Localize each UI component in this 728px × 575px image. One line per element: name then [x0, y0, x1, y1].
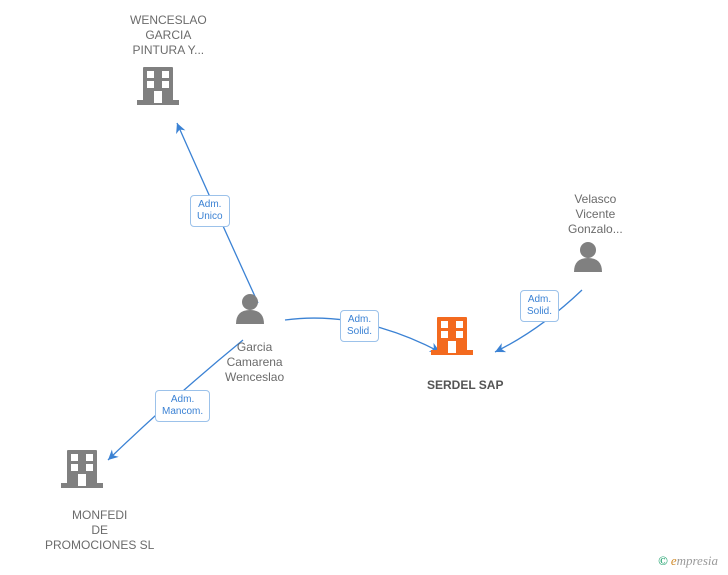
- edge-label: Adm. Unico: [190, 195, 230, 227]
- edge-label: Adm. Solid.: [340, 310, 379, 342]
- watermark: ©empresia: [658, 553, 718, 569]
- node-label[interactable]: WENCESLAO GARCIA PINTURA Y...: [130, 13, 207, 58]
- watermark-brand-rest: mpresia: [677, 553, 718, 568]
- node-label[interactable]: SERDEL SAP: [427, 378, 503, 393]
- edge-arrowhead: [172, 121, 185, 134]
- building-icon[interactable]: [61, 450, 103, 488]
- node-label[interactable]: MONFEDI DE PROMOCIONES SL: [45, 508, 154, 553]
- edge-label: Adm. Solid.: [520, 290, 559, 322]
- node-label[interactable]: Garcia Camarena Wenceslao: [225, 340, 284, 385]
- copyright-symbol: ©: [658, 553, 668, 568]
- edge-arrowhead: [493, 343, 506, 356]
- building-icon[interactable]: [137, 67, 179, 105]
- node-label[interactable]: Velasco Vicente Gonzalo...: [568, 192, 623, 237]
- building-icon[interactable]: [431, 317, 473, 355]
- person-icon[interactable]: [236, 294, 264, 324]
- diagram-svg: [0, 0, 728, 575]
- person-icon[interactable]: [574, 242, 602, 272]
- edge-label: Adm. Mancom.: [155, 390, 210, 422]
